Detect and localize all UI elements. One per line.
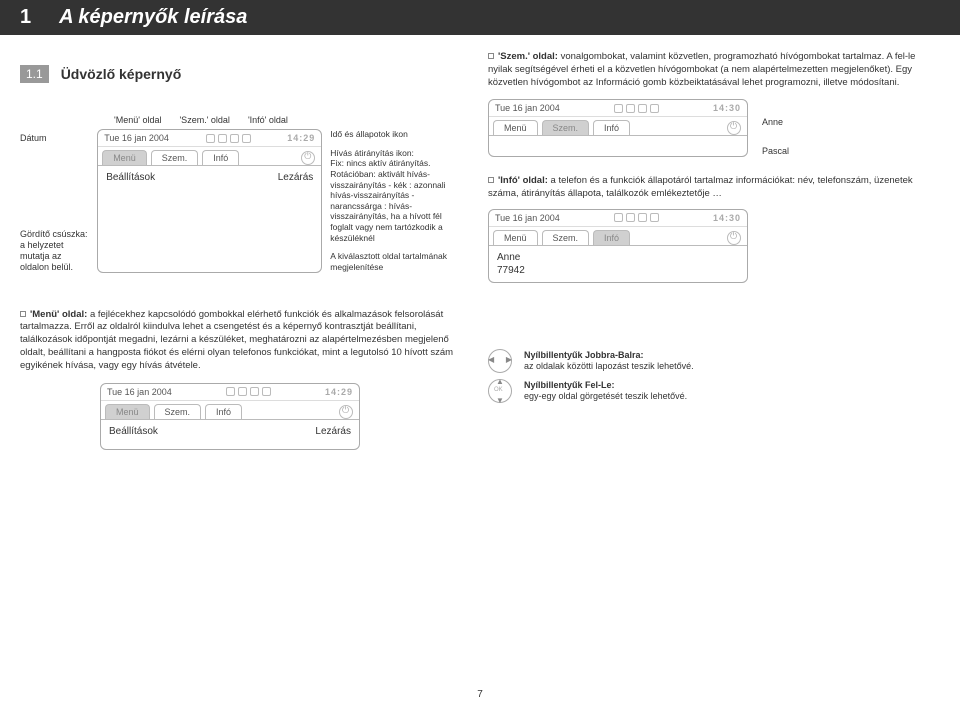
- bullet-icon-3: [488, 177, 494, 183]
- nav-up-down-icon[interactable]: OK: [488, 379, 512, 403]
- section-title: Üdvözlő képernyő: [61, 66, 182, 82]
- callout-selected: A kiválasztott oldal tartalmának megjele…: [330, 251, 460, 272]
- section-number: 1.1: [20, 65, 49, 83]
- tab-menu-3[interactable]: Menü: [493, 230, 538, 245]
- tab-szem-2[interactable]: Szem.: [542, 120, 590, 135]
- phone3-date: Tue 16 jan 2004: [495, 213, 560, 223]
- nav-ud-title: Nyílbillentyűk Fel-Le:: [524, 380, 615, 390]
- phone3-name: Anne: [497, 252, 520, 263]
- tab-info-3[interactable]: Infó: [593, 230, 630, 245]
- nav-ud-text: Nyílbillentyűk Fel-Le: egy-egy oldal gör…: [524, 380, 687, 402]
- phone4-left-action[interactable]: Beállítások: [109, 426, 158, 443]
- szem-description: 'Szem.' oldal: vonalgombokat, valamint k…: [488, 51, 940, 89]
- tab-menu[interactable]: Menü: [102, 150, 147, 165]
- phone-mock-1: Tue 16 jan 2004 14:29 Menü Szem. Infó Be…: [97, 129, 322, 273]
- nav-lr-desc: az oldalak közötti lapozást teszik lehet…: [524, 361, 694, 371]
- tab-info-2[interactable]: Infó: [593, 120, 630, 135]
- phone4-date: Tue 16 jan 2004: [107, 387, 172, 397]
- nav-lr-title: Nyílbillentyűk Jobbra-Balra:: [524, 350, 644, 360]
- anno-date: Dátum: [20, 129, 89, 144]
- nav-lr-text: Nyílbillentyűk Jobbra-Balra: az oldalak …: [524, 350, 694, 372]
- tab-szem[interactable]: Szem.: [151, 150, 199, 165]
- phone-mock-2: Tue 16 jan 2004 14:30 Menü Szem. Infó: [488, 99, 748, 157]
- status-icons: [206, 134, 251, 143]
- tab-menu-4[interactable]: Menü: [105, 404, 150, 419]
- page-number: 7: [477, 689, 483, 700]
- info-desc-vis: a telefon és a funkciók állapotáról tart…: [488, 175, 913, 199]
- phone1-right-action[interactable]: Lezárás: [278, 172, 314, 189]
- power-icon-3[interactable]: [727, 231, 741, 245]
- tab-menu-2[interactable]: Menü: [493, 120, 538, 135]
- callout-forward: Hívás átirányítás ikon: Fix: nincs aktív…: [330, 148, 460, 244]
- nav-ud-desc: egy-egy oldal görgetését teszik lehetővé…: [524, 391, 687, 401]
- power-icon[interactable]: [301, 151, 315, 165]
- label-szem: 'Szem.' oldal: [179, 115, 229, 125]
- status-icons-2: [614, 104, 659, 113]
- phone3-number: 77942: [497, 265, 525, 276]
- power-icon-2[interactable]: [727, 121, 741, 135]
- contact-pascal: Pascal: [762, 146, 789, 157]
- info-description: 'Infó' oldal: a telefon és a funkciók ál…: [488, 175, 940, 201]
- phone4-time: 14:29: [325, 387, 353, 397]
- phone2-time: 14:30: [713, 103, 741, 113]
- callout-status: Idő és állapotok ikon: [330, 129, 460, 140]
- phone-mock-3: Tue 16 jan 2004 14:30 Menü Szem. Infó An…: [488, 209, 748, 283]
- power-icon-4[interactable]: [339, 405, 353, 419]
- tab-info[interactable]: Infó: [202, 150, 239, 165]
- phone-mock-4: Tue 16 jan 2004 14:29 Menü Szem. Infó Be…: [100, 383, 360, 450]
- tab-column-labels: 'Menü' oldal 'Szem.' oldal 'Infó' oldal: [20, 115, 460, 125]
- bullet-icon-2: [488, 53, 494, 59]
- label-info: 'Infó' oldal: [248, 115, 288, 125]
- tab-szem-3[interactable]: Szem.: [542, 230, 590, 245]
- nav-left-right-icon[interactable]: [488, 349, 512, 373]
- phone1-left-action[interactable]: Beállítások: [106, 172, 155, 189]
- phone3-time: 14:30: [713, 213, 741, 223]
- contact-anne: Anne: [762, 117, 789, 128]
- anno-scroll: Gördítő csúszka: a helyzetet mutatja az …: [20, 229, 89, 272]
- phone1-date: Tue 16 jan 2004: [104, 133, 169, 143]
- phone4-right-action[interactable]: Lezárás: [315, 426, 351, 443]
- tab-szem-4[interactable]: Szem.: [154, 404, 202, 419]
- chapter-number: 1: [12, 6, 39, 29]
- label-menu: 'Menü' oldal: [114, 115, 161, 125]
- status-icons-4: [226, 387, 271, 396]
- tab-info-4[interactable]: Infó: [205, 404, 242, 419]
- chapter-header: 1 A képernyők leírása: [0, 0, 960, 35]
- phone2-date: Tue 16 jan 2004: [495, 103, 560, 113]
- phone1-time: 14:29: [287, 133, 315, 143]
- menu-description: 'Menü' oldal: 'Menü' oldal: a fejlécekhe…: [20, 309, 460, 373]
- section-header: 1.1 Üdvözlő képernyő: [20, 65, 460, 83]
- status-icons-3: [614, 213, 659, 222]
- chapter-title: A képernyők leírása: [59, 6, 247, 29]
- bullet-icon: [20, 311, 26, 317]
